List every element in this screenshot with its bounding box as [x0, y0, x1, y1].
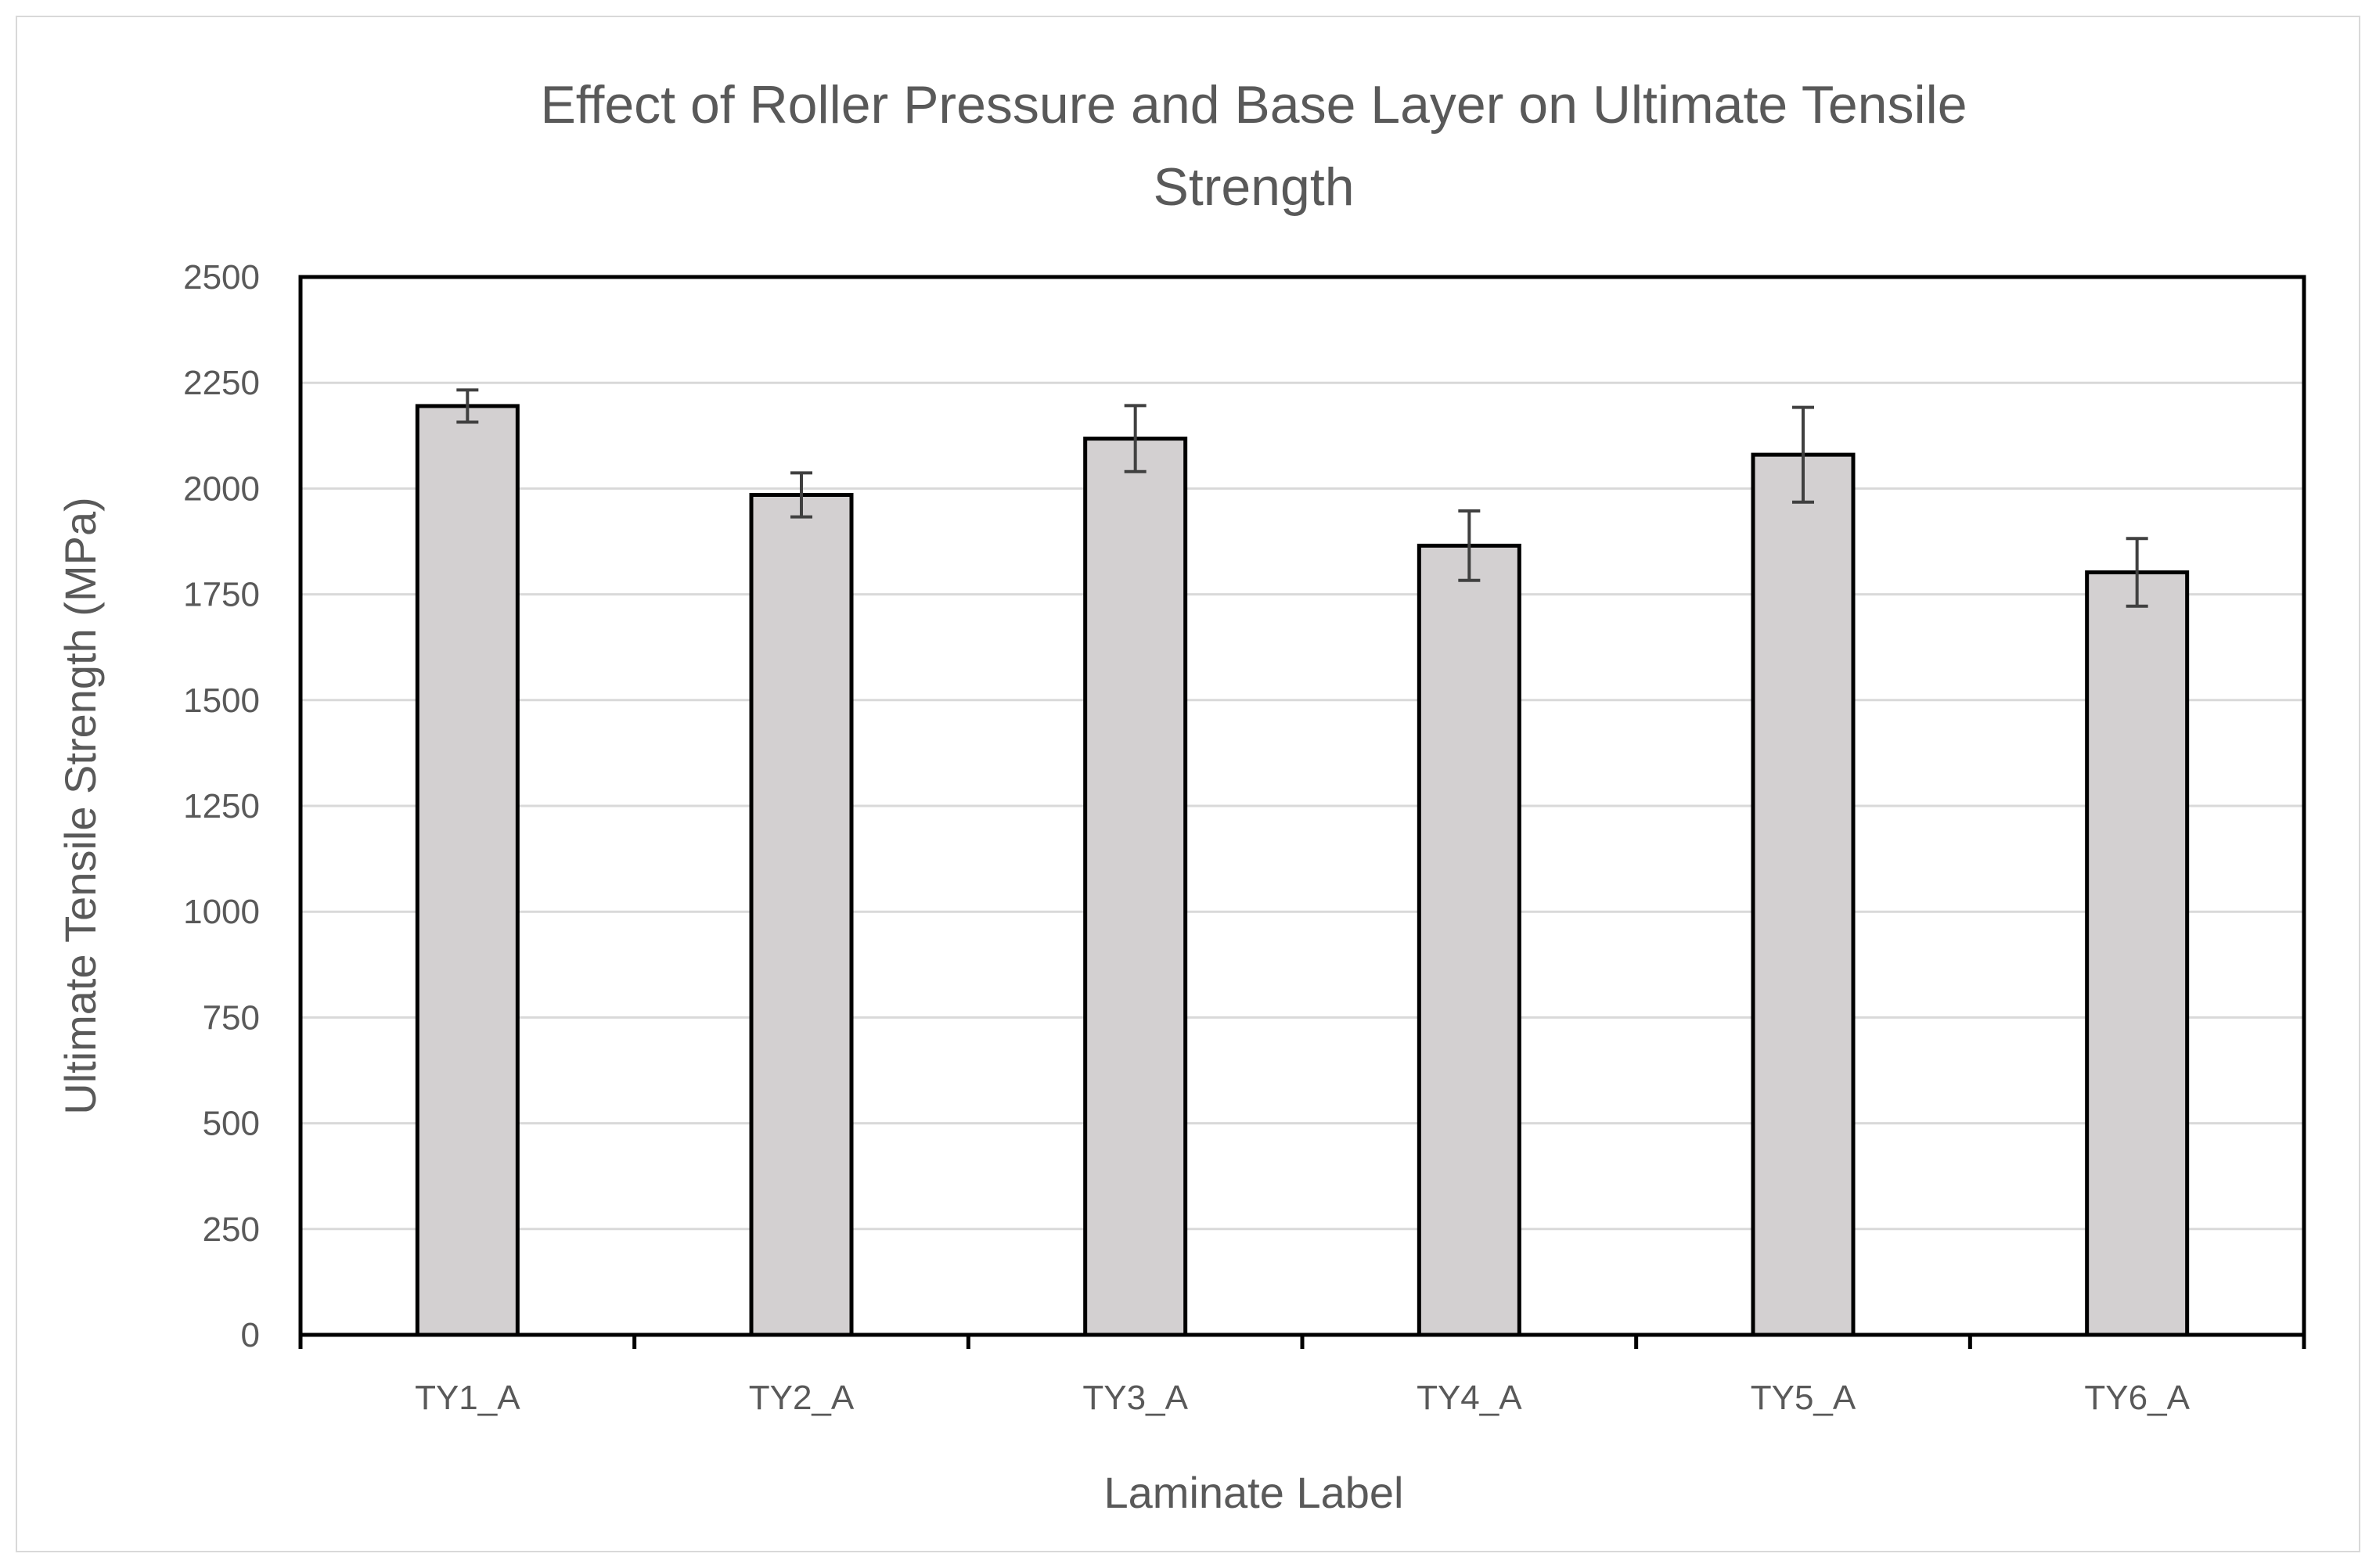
bar-ty3-a — [1083, 437, 1188, 1337]
bar-ty2-a — [749, 493, 854, 1337]
bars — [415, 404, 2190, 1337]
x-axis-ticks — [298, 1335, 2306, 1349]
bar-chart: 0 250 500 750 1000 1250 1500 1750 2000 2250 2500 T… — [56, 75, 2306, 1517]
x-tick-label: TY5_A — [1751, 1379, 1856, 1417]
x-tick-label: TY3_A — [1082, 1379, 1188, 1417]
bar-ty1-a — [415, 404, 520, 1337]
y-tick-label: 0 — [241, 1316, 260, 1354]
y-axis-tick-labels: 0 250 500 750 1000 1250 1500 1750 2000 2250 2500 — [183, 258, 260, 1354]
error-bars — [456, 388, 2148, 608]
bar-ty6-a — [2085, 570, 2190, 1337]
chart-frame: 0 250 500 750 1000 1250 1500 1750 2000 2250 2500 T… — [16, 16, 2360, 1552]
y-tick-label: 1750 — [183, 576, 260, 614]
y-axis-title: Ultimate Tensile Strength (MPa) — [56, 497, 105, 1115]
x-axis-tick-labels: TY1_A TY2_A TY3_A TY4_A TY5_A TY6_A — [415, 1379, 2190, 1417]
y-tick-label: 1500 — [183, 682, 260, 720]
gridlines — [301, 381, 2304, 1231]
bar-ty5-a — [1751, 452, 1856, 1337]
y-tick-label: 1250 — [183, 787, 260, 825]
y-tick-label: 2000 — [183, 469, 260, 508]
chart-title-line-2: Strength — [1153, 157, 1354, 217]
x-axis-title: Laminate Label — [1104, 1468, 1404, 1517]
y-tick-label: 2500 — [183, 258, 260, 297]
y-tick-label: 500 — [203, 1105, 260, 1143]
x-tick-label: TY6_A — [2084, 1379, 2190, 1417]
x-tick-label: TY1_A — [415, 1379, 520, 1417]
x-tick-label: TY4_A — [1417, 1379, 1522, 1417]
y-tick-label: 1000 — [183, 893, 260, 931]
y-tick-label: 750 — [203, 998, 260, 1037]
y-tick-label: 2250 — [183, 364, 260, 402]
chart-title-line-1: Effect of Roller Pressure and Base Layer… — [540, 75, 1967, 135]
x-tick-label: TY2_A — [749, 1379, 855, 1417]
bar-ty4-a — [1417, 543, 1521, 1337]
y-tick-label: 250 — [203, 1210, 260, 1249]
